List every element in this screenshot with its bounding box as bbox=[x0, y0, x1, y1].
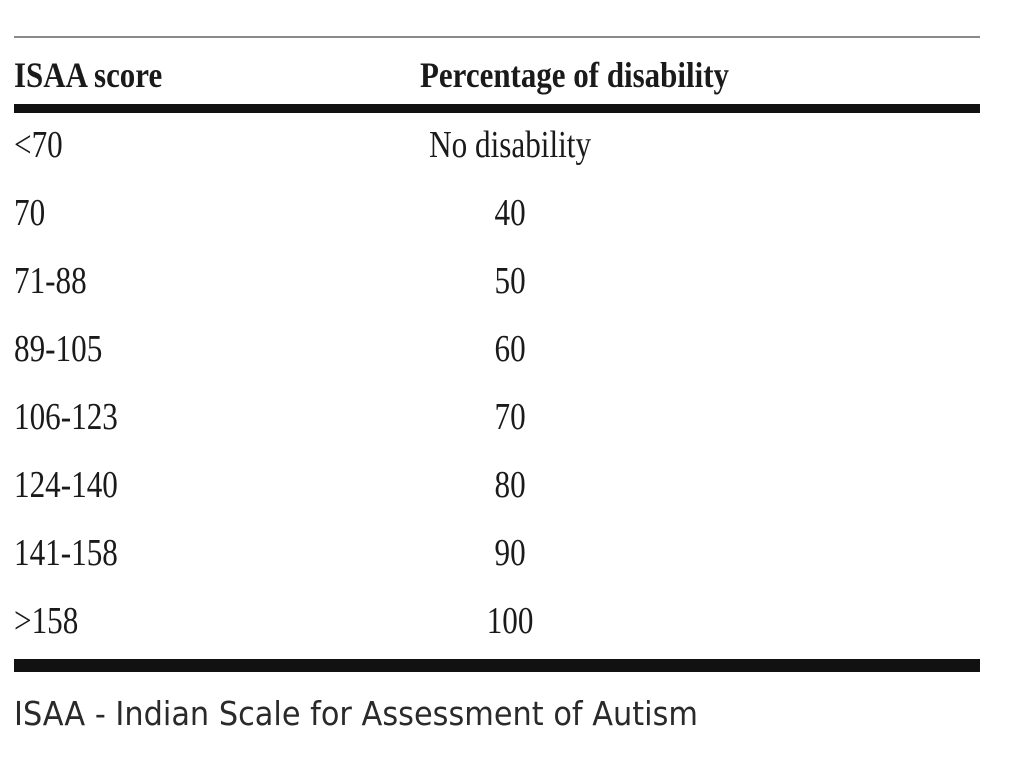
cell-percentage: 50 bbox=[494, 260, 526, 302]
table-footnote: ISAA - Indian Scale for Assessment of Au… bbox=[14, 694, 698, 733]
table-header-rule bbox=[14, 104, 980, 113]
table-row: 89-105 60 bbox=[14, 317, 980, 385]
table-row: 71-88 50 bbox=[14, 249, 980, 317]
cell-percentage: 40 bbox=[494, 192, 526, 234]
cell-isaa-score: 70 bbox=[14, 192, 46, 234]
header-percentage-of-disability: Percentage of disability bbox=[420, 55, 729, 95]
table-bottom-rule bbox=[14, 659, 980, 672]
cell-isaa-score: 124-140 bbox=[14, 464, 118, 506]
cell-isaa-score: <70 bbox=[14, 124, 63, 166]
cell-percentage: 90 bbox=[494, 532, 526, 574]
cell-percentage: No disability bbox=[429, 124, 592, 166]
isaa-table: ISAA score Percentage of disability <70 … bbox=[14, 36, 980, 672]
cell-isaa-score: 106-123 bbox=[14, 396, 118, 438]
table-body: <70 No disability 70 40 71-88 50 89-105 … bbox=[14, 113, 980, 657]
cell-isaa-score: >158 bbox=[14, 600, 79, 642]
cell-isaa-score: 71-88 bbox=[14, 260, 87, 302]
cell-percentage: 80 bbox=[494, 464, 526, 506]
cell-percentage: 70 bbox=[494, 396, 526, 438]
cell-isaa-score: 89-105 bbox=[14, 328, 103, 370]
cell-percentage: 100 bbox=[486, 600, 534, 642]
table-row: 70 40 bbox=[14, 181, 980, 249]
table-row: >158 100 bbox=[14, 589, 980, 657]
table-row: 141-158 90 bbox=[14, 521, 980, 589]
table-row: <70 No disability bbox=[14, 113, 980, 181]
table-row: 106-123 70 bbox=[14, 385, 980, 453]
cell-percentage: 60 bbox=[494, 328, 526, 370]
table-row: 124-140 80 bbox=[14, 453, 980, 521]
table-header-row: ISAA score Percentage of disability bbox=[14, 38, 980, 104]
cell-isaa-score: 141-158 bbox=[14, 532, 118, 574]
table-top-rule bbox=[14, 36, 980, 38]
header-isaa-score: ISAA score bbox=[14, 55, 163, 95]
